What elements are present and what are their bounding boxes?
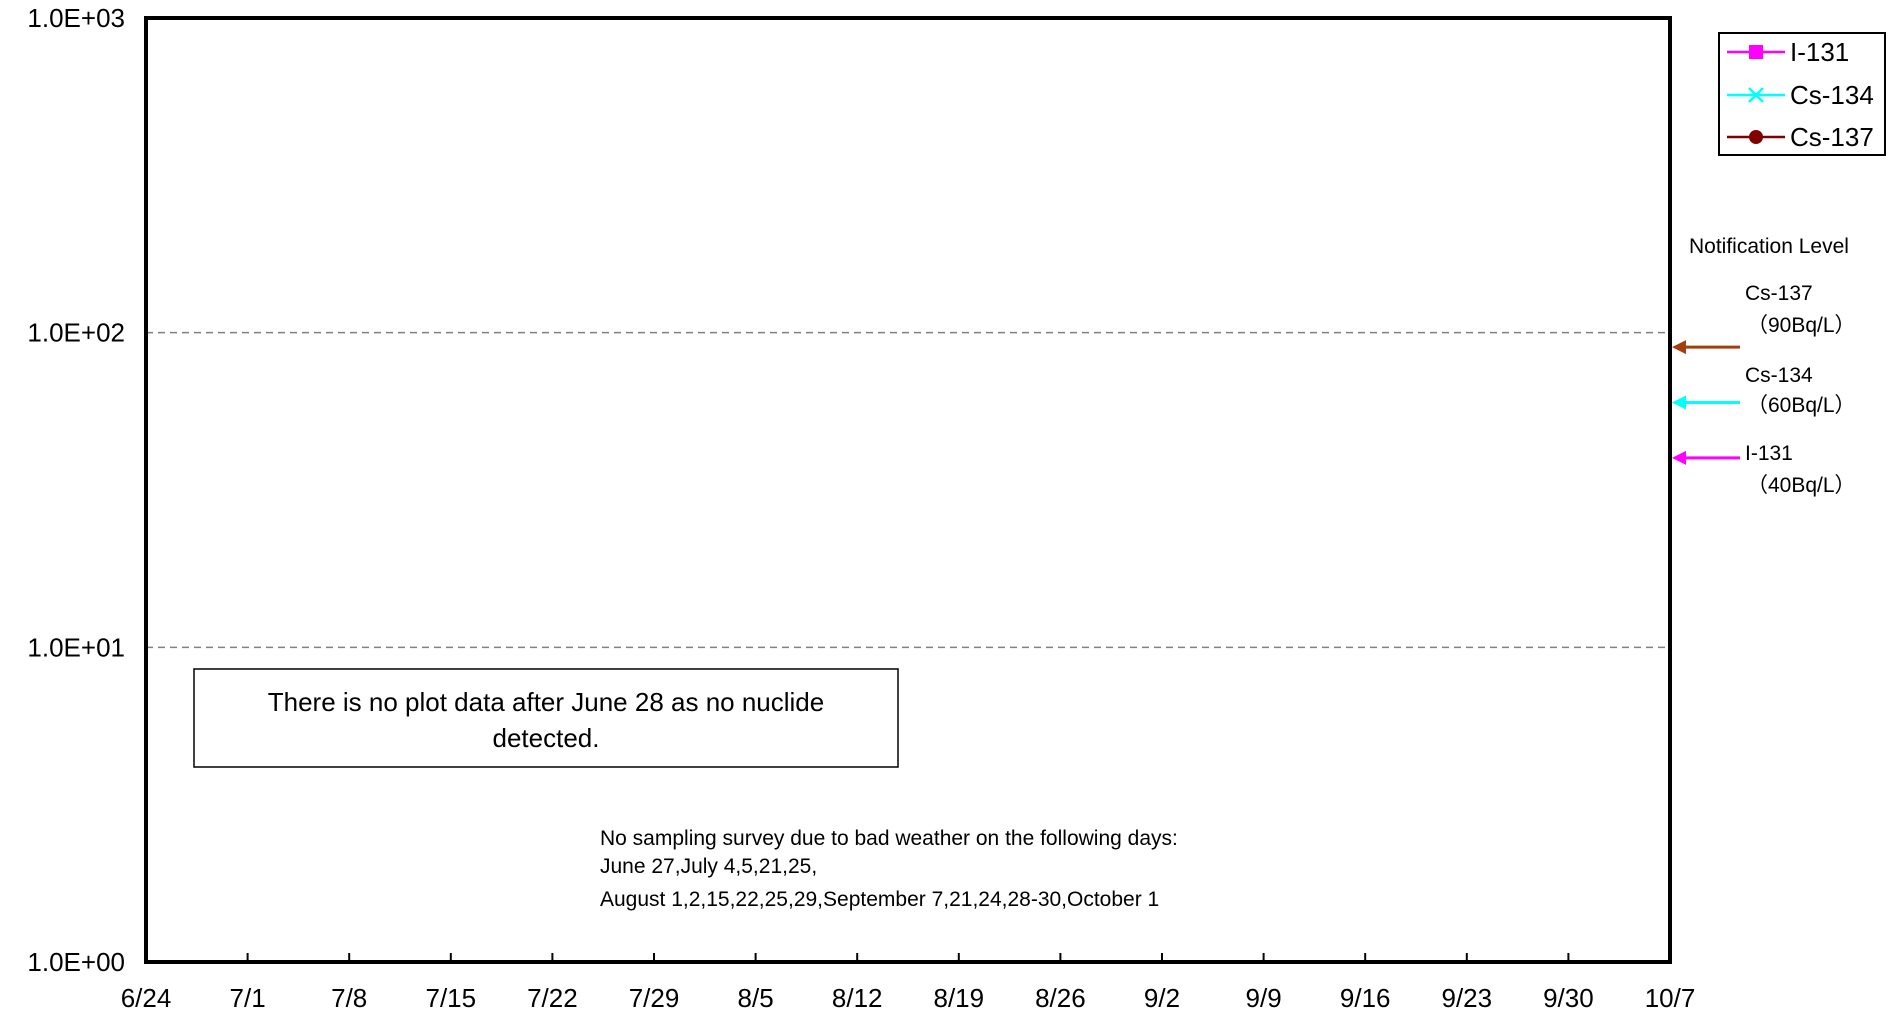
notification-block: Notification Level Cs-137 （90Bq/L） Cs-134 （… xyxy=(1672,235,1856,497)
no-data-annotation: There is no plot data after June 28 as n… xyxy=(193,668,899,768)
x-tick-label: 9/9 xyxy=(1246,983,1282,1013)
x-tick-label: 8/19 xyxy=(933,983,984,1013)
legend-label: I-131 xyxy=(1790,37,1849,67)
legend-circle-marker xyxy=(1749,130,1763,144)
x-tick-label: 7/8 xyxy=(331,983,367,1013)
weather-note-line-2: June 27,July 4,5,21,25, xyxy=(600,855,817,878)
legend-label: Cs-134 xyxy=(1790,80,1874,110)
notification-value-label: （60Bq/L） xyxy=(1747,394,1856,417)
no-data-line-2: detected. xyxy=(493,723,600,753)
notification-nuclide: Cs-134 xyxy=(1745,364,1813,387)
y-tick-label: 1.0E+03 xyxy=(27,3,125,33)
notification-level: Cs-134 （60Bq/L） xyxy=(1672,364,1856,417)
notification-arrow-head xyxy=(1672,450,1686,465)
x-tick-label: 8/26 xyxy=(1035,983,1086,1013)
x-tick-label: 9/2 xyxy=(1144,983,1180,1013)
notification-level: Cs-137 （90Bq/L） xyxy=(1672,282,1856,355)
legend-entry: Cs-134 xyxy=(1727,80,1874,110)
legend-x-marker xyxy=(1748,87,1764,103)
notification-heading: Notification Level xyxy=(1689,235,1849,258)
weather-note-line-3: August 1,2,15,22,25,29,September 7,21,24… xyxy=(600,888,1159,911)
y-tick-label: 1.0E+00 xyxy=(27,947,125,977)
legend-entry: Cs-137 xyxy=(1727,122,1874,152)
notification-arrow-head xyxy=(1672,340,1686,355)
x-tick-label: 7/1 xyxy=(230,983,266,1013)
notification-value-label: （40Bq/L） xyxy=(1747,474,1856,497)
no-data-line-1: There is no plot data after June 28 as n… xyxy=(268,687,824,717)
x-tick-label: 8/12 xyxy=(832,983,883,1013)
x-tick-label: 9/30 xyxy=(1543,983,1594,1013)
notification-nuclide: Cs-137 xyxy=(1745,282,1813,305)
legend: I-131 Cs-134 Cs-137 xyxy=(1718,32,1886,156)
x-tick-label: 9/23 xyxy=(1441,983,1492,1013)
y-tick-label: 1.0E+02 xyxy=(27,318,125,348)
notification-value-label: （90Bq/L） xyxy=(1747,314,1856,337)
x-axis: 6/24 7/1 7/8 7/15 7/22 7/29 8/5 8/12 8/19 8/26 9/2… xyxy=(121,953,1696,1013)
legend-label: Cs-137 xyxy=(1790,122,1874,152)
x-tick-label: 7/29 xyxy=(629,983,680,1013)
plot-area xyxy=(144,16,1672,964)
legend-square-marker xyxy=(1749,45,1763,59)
notification-nuclide: I-131 xyxy=(1745,442,1793,465)
x-tick-label: 6/24 xyxy=(121,983,172,1013)
x-tick-label: 8/5 xyxy=(738,983,774,1013)
x-tick-label: 7/22 xyxy=(527,983,578,1013)
x-tick-label: 10/7 xyxy=(1645,983,1696,1013)
legend-entry: I-131 xyxy=(1727,37,1849,67)
notification-level: I-131 （40Bq/L） xyxy=(1672,442,1856,497)
weather-note-line-1: No sampling survey due to bad weather on… xyxy=(600,827,1178,850)
y-tick-label: 1.0E+01 xyxy=(27,632,125,662)
x-tick-label: 9/16 xyxy=(1340,983,1391,1013)
no-data-box xyxy=(193,668,899,768)
y-axis: 1.0E+00 1.0E+01 1.0E+02 1.0E+03 xyxy=(27,3,125,977)
grid-layer xyxy=(146,331,1670,649)
notification-arrow-head xyxy=(1672,395,1686,410)
x-tick-label: 7/15 xyxy=(425,983,476,1013)
weather-note: No sampling survey due to bad weather on… xyxy=(600,827,1178,911)
